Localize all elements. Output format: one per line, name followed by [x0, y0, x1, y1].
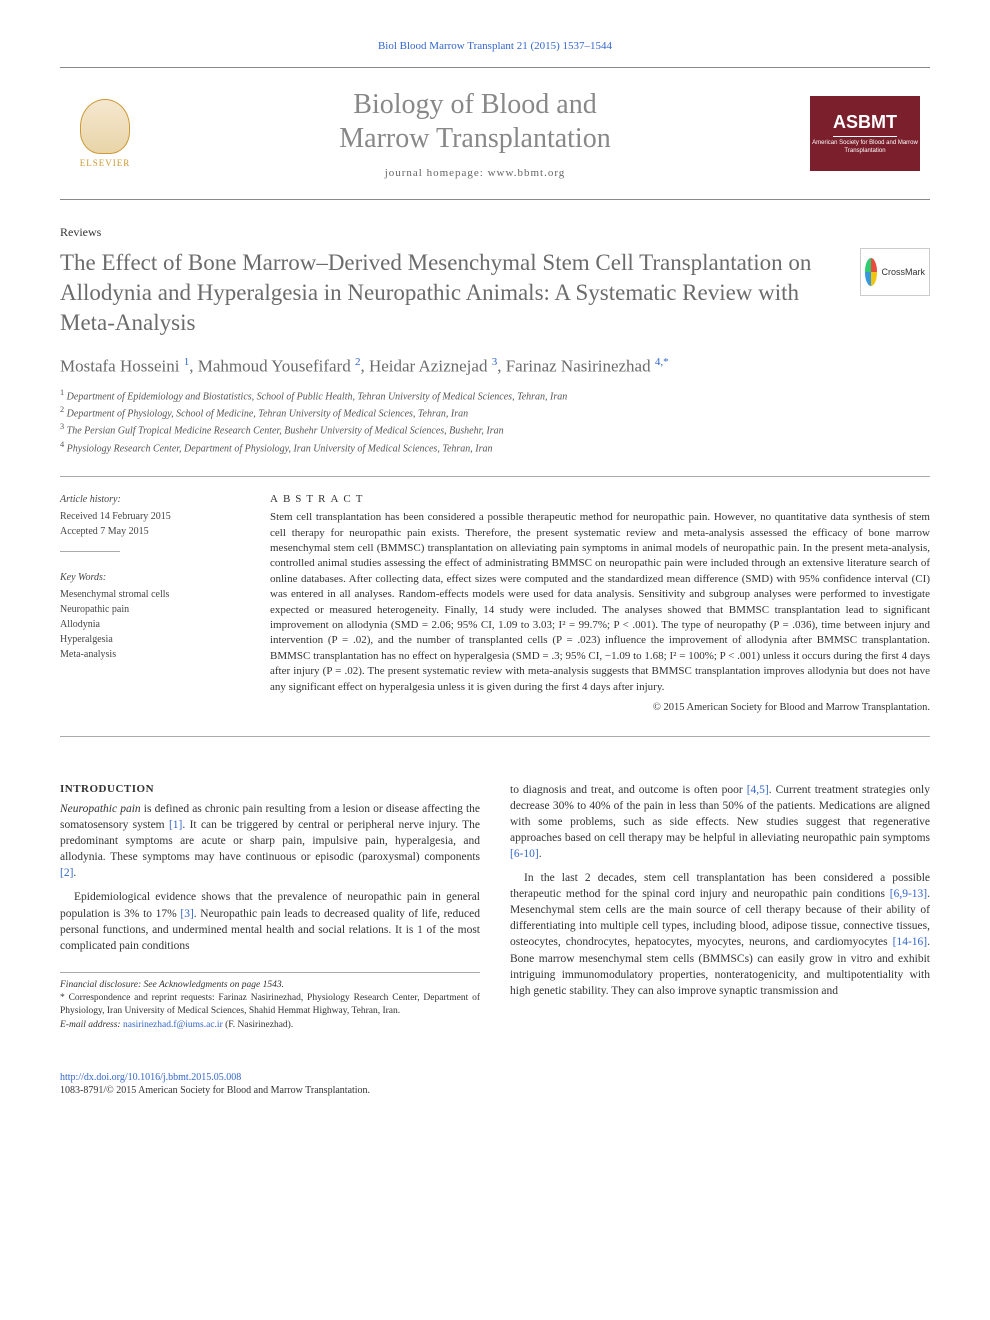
authors-list: Mostafa Hosseini 1, Mahmoud Yousefifard …	[60, 356, 930, 377]
body-paragraph: to diagnosis and treat, and outcome is o…	[510, 782, 930, 862]
reference-link[interactable]: [1]	[169, 819, 182, 831]
article-section-label: Reviews	[60, 225, 930, 240]
crossmark-label: CrossMark	[881, 267, 925, 277]
journal-homepage-url[interactable]: www.bbmt.org	[488, 167, 566, 179]
reference-link[interactable]: [6,9-13]	[890, 888, 927, 900]
introduction-heading: INTRODUCTION	[60, 782, 480, 797]
footer-doi[interactable]: http://dx.doi.org/10.1016/j.bbmt.2015.05…	[60, 1072, 930, 1083]
body-left-column: INTRODUCTION Neuropathic pain is defined…	[60, 782, 480, 1032]
affiliation-item: 3 The Persian Gulf Tropical Medicine Res…	[60, 421, 930, 438]
received-date: Received 14 February 2015	[60, 509, 240, 524]
footer-issn-copyright: 1083-8791/© 2015 American Society for Bl…	[60, 1085, 930, 1096]
body-right-column: to diagnosis and treat, and outcome is o…	[510, 782, 930, 1032]
affiliation-item: 4 Physiology Research Center, Department…	[60, 439, 930, 456]
body-paragraph: Neuropathic pain is defined as chronic p…	[60, 801, 480, 881]
abstract-heading: ABSTRACT	[270, 492, 930, 507]
article-meta-sidebar: Article history: Received 14 February 20…	[60, 492, 240, 716]
keyword-item: Mesenchymal stromal cells	[60, 587, 240, 602]
keyword-item: Allodynia	[60, 617, 240, 632]
affiliation-item: 2 Department of Physiology, School of Me…	[60, 404, 930, 421]
abstract-text: Stem cell transplantation has been consi…	[270, 510, 930, 695]
correspondence-note: * Correspondence and reprint requests: F…	[60, 992, 480, 1019]
email-line: E-mail address: nasirinezhad.f@iums.ac.i…	[60, 1019, 480, 1032]
article-history-heading: Article history:	[60, 492, 240, 507]
journal-title-line2: Marrow Transplantation	[339, 123, 610, 154]
header-citation: Biol Blood Marrow Transplant 21 (2015) 1…	[60, 40, 930, 52]
reference-link[interactable]: [3]	[180, 908, 193, 920]
reference-link[interactable]: [14-16]	[893, 936, 928, 948]
elsevier-tree-icon	[80, 99, 130, 154]
divider-2	[60, 736, 930, 737]
affiliation-item: 1 Department of Epidemiology and Biostat…	[60, 387, 930, 404]
abstract-copyright: © 2015 American Society for Blood and Ma…	[270, 701, 930, 716]
journal-header: ELSEVIER Biology of Blood and Marrow Tra…	[60, 67, 930, 200]
elsevier-label: ELSEVIER	[80, 158, 131, 168]
keywords-list: Mesenchymal stromal cellsNeuropathic pai…	[60, 587, 240, 662]
keyword-item: Hyperalgesia	[60, 632, 240, 647]
reference-link[interactable]: [4,5]	[747, 784, 769, 796]
divider	[60, 476, 930, 477]
keyword-item: Neuropathic pain	[60, 602, 240, 617]
journal-title-block: Biology of Blood and Marrow Transplantat…	[140, 88, 810, 179]
body-paragraph: In the last 2 decades, stem cell transpl…	[510, 870, 930, 999]
financial-disclosure: Financial disclosure: See Acknowledgment…	[60, 979, 480, 992]
keywords-heading: Key Words:	[60, 570, 240, 585]
asbmt-logo: ASBMT American Society for Blood and Mar…	[810, 96, 920, 171]
affiliations-list: 1 Department of Epidemiology and Biostat…	[60, 387, 930, 456]
elsevier-logo: ELSEVIER	[70, 94, 140, 174]
journal-title: Biology of Blood and Marrow Transplantat…	[140, 88, 810, 155]
accepted-date: Accepted 7 May 2015	[60, 524, 240, 539]
article-title: The Effect of Bone Marrow–Derived Mesenc…	[60, 248, 840, 338]
footnotes: Financial disclosure: See Acknowledgment…	[60, 972, 480, 1032]
body-paragraph: Epidemiological evidence shows that the …	[60, 889, 480, 953]
journal-title-line1: Biology of Blood and	[353, 89, 596, 120]
asbmt-name: ASBMT	[833, 112, 897, 137]
reference-link[interactable]: [6-10]	[510, 848, 539, 860]
journal-homepage: journal homepage: www.bbmt.org	[140, 167, 810, 179]
crossmark-icon	[865, 258, 877, 286]
crossmark-badge[interactable]: CrossMark	[860, 248, 930, 296]
abstract-column: ABSTRACT Stem cell transplantation has b…	[270, 492, 930, 716]
reference-link[interactable]: [2]	[60, 867, 73, 879]
correspondence-email[interactable]: nasirinezhad.f@iums.ac.ir	[123, 1020, 223, 1030]
keyword-item: Meta-analysis	[60, 647, 240, 662]
asbmt-subtitle: American Society for Blood and Marrow Tr…	[810, 140, 920, 154]
meta-divider	[60, 551, 120, 552]
